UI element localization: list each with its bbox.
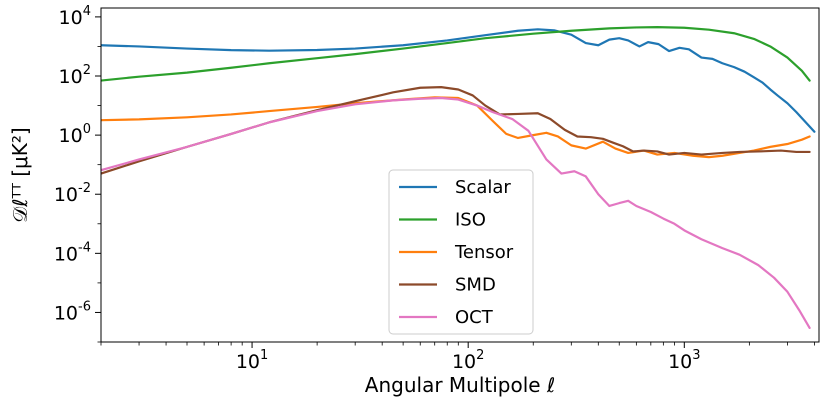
y-tick-label: 10-4 (54, 240, 91, 265)
series-line-scalar (101, 28, 816, 133)
y-tick-label: 100 (59, 122, 91, 147)
x-axis-title: Angular Multipole ℓ (365, 373, 555, 397)
x-tick-label: 103 (668, 348, 700, 373)
legend-label-iso: ISO (455, 210, 486, 231)
series-line-iso (101, 26, 811, 82)
series-layer (101, 26, 816, 329)
x-tick-label: 102 (452, 348, 484, 373)
y-tick-label: 102 (59, 63, 91, 88)
y-tick-label: 10-2 (54, 181, 91, 206)
x-axis: 101 102 103 (100, 342, 815, 373)
legend-label-tensor: Tensor (454, 242, 514, 263)
legend-box (388, 169, 534, 335)
legend: Scalar ISO Tensor SMD OCT (388, 169, 534, 335)
y-tick-label: 10-6 (54, 299, 91, 324)
legend-label-oct: OCT (455, 307, 494, 328)
y-tick-label: 104 (59, 4, 91, 29)
legend-label-smd: SMD (455, 275, 496, 296)
x-tick-label: 101 (236, 348, 268, 373)
series-line-oct (101, 96, 811, 329)
series-line-smd (101, 86, 811, 175)
series-line-tensor (101, 96, 811, 159)
legend-label-scalar: Scalar (455, 177, 511, 198)
y-axis-title: 𝒟ℓᵀᵀ [μK²] (8, 127, 32, 222)
y-axis: 10-6 10-4 10-2 100 102 104 (54, 4, 101, 343)
plot-area-frame (100, 7, 820, 343)
